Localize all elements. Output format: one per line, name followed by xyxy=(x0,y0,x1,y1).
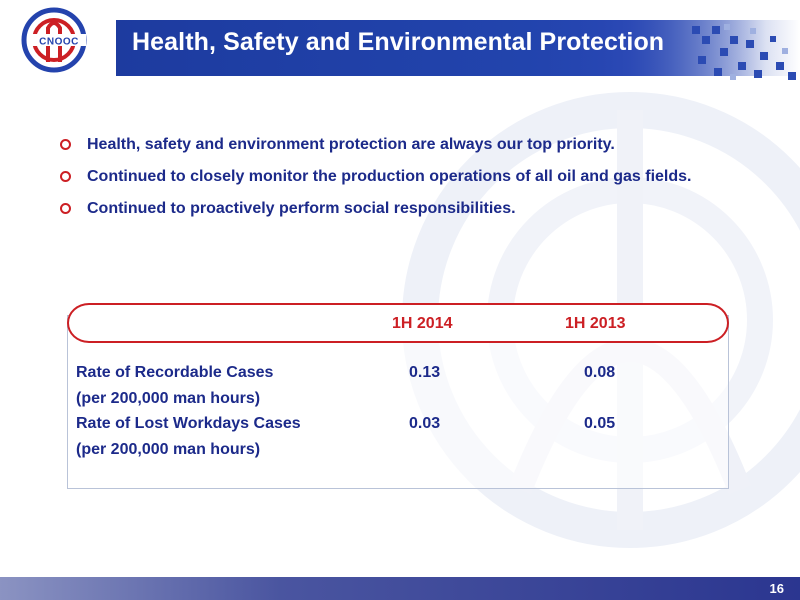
title-bar-gradient xyxy=(116,20,800,76)
mosaic-decoration xyxy=(692,24,796,80)
bullet-text: Continued to proactively perform social … xyxy=(87,200,516,217)
table-cell-value: 0.03 xyxy=(409,415,441,432)
bullet-text: Continued to closely monitor the product… xyxy=(87,168,692,185)
table-cell-value: 0.05 xyxy=(584,415,616,432)
bullet-text: Health, safety and environment protectio… xyxy=(87,136,615,153)
page-number: 16 xyxy=(769,581,784,596)
page-title: Health, Safety and Environmental Protect… xyxy=(132,28,665,56)
row-sublabel: (per 200,000 man hours) xyxy=(76,390,261,407)
row-label-recordable-cases: Rate of Recordable Cases xyxy=(76,364,274,381)
bullet-circle-icon xyxy=(60,139,71,150)
column-header-1h-2014: 1H 2014 xyxy=(392,315,453,332)
row-label-lost-workdays: Rate of Lost Workdays Cases xyxy=(76,415,301,432)
bullet-item: Continued to proactively perform social … xyxy=(60,198,720,220)
svg-text:CNOOC: CNOOC xyxy=(39,37,79,48)
bullet-item: Health, safety and environment protectio… xyxy=(60,134,720,156)
bullet-circle-icon xyxy=(60,203,71,214)
hse-table xyxy=(67,315,729,489)
table-header-band xyxy=(67,303,729,343)
cnooc-logo-icon: CNOOC xyxy=(21,7,87,73)
table-cell-value: 0.13 xyxy=(409,364,441,381)
bullet-list: Health, safety and environment protectio… xyxy=(60,134,720,230)
table-cell-value: 0.08 xyxy=(584,364,616,381)
bullet-circle-icon xyxy=(60,171,71,182)
row-sublabel: (per 200,000 man hours) xyxy=(76,441,261,458)
bullet-item: Continued to closely monitor the product… xyxy=(60,166,720,188)
column-header-1h-2013: 1H 2013 xyxy=(565,315,626,332)
footer-bar xyxy=(0,577,800,600)
